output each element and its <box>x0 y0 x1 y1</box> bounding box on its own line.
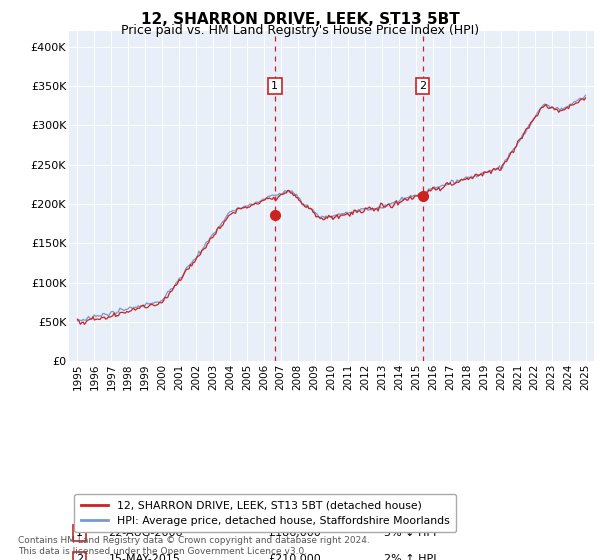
Text: £186,000: £186,000 <box>269 528 321 538</box>
Text: Price paid vs. HM Land Registry's House Price Index (HPI): Price paid vs. HM Land Registry's House … <box>121 24 479 37</box>
Text: 1: 1 <box>271 81 278 91</box>
Text: 1: 1 <box>76 528 83 538</box>
Text: 22-AUG-2006: 22-AUG-2006 <box>109 528 183 538</box>
Text: 15-MAY-2015: 15-MAY-2015 <box>109 554 180 560</box>
Legend: 12, SHARRON DRIVE, LEEK, ST13 5BT (detached house), HPI: Average price, detached: 12, SHARRON DRIVE, LEEK, ST13 5BT (detac… <box>74 494 456 532</box>
Text: 2: 2 <box>419 81 426 91</box>
Text: Contains HM Land Registry data © Crown copyright and database right 2024.
This d: Contains HM Land Registry data © Crown c… <box>18 536 370 556</box>
Text: 12, SHARRON DRIVE, LEEK, ST13 5BT: 12, SHARRON DRIVE, LEEK, ST13 5BT <box>140 12 460 27</box>
Text: £210,000: £210,000 <box>269 554 321 560</box>
Text: 2: 2 <box>76 554 83 560</box>
Text: 5% ↓ HPI: 5% ↓ HPI <box>384 528 436 538</box>
Text: 2% ↑ HPI: 2% ↑ HPI <box>384 554 437 560</box>
